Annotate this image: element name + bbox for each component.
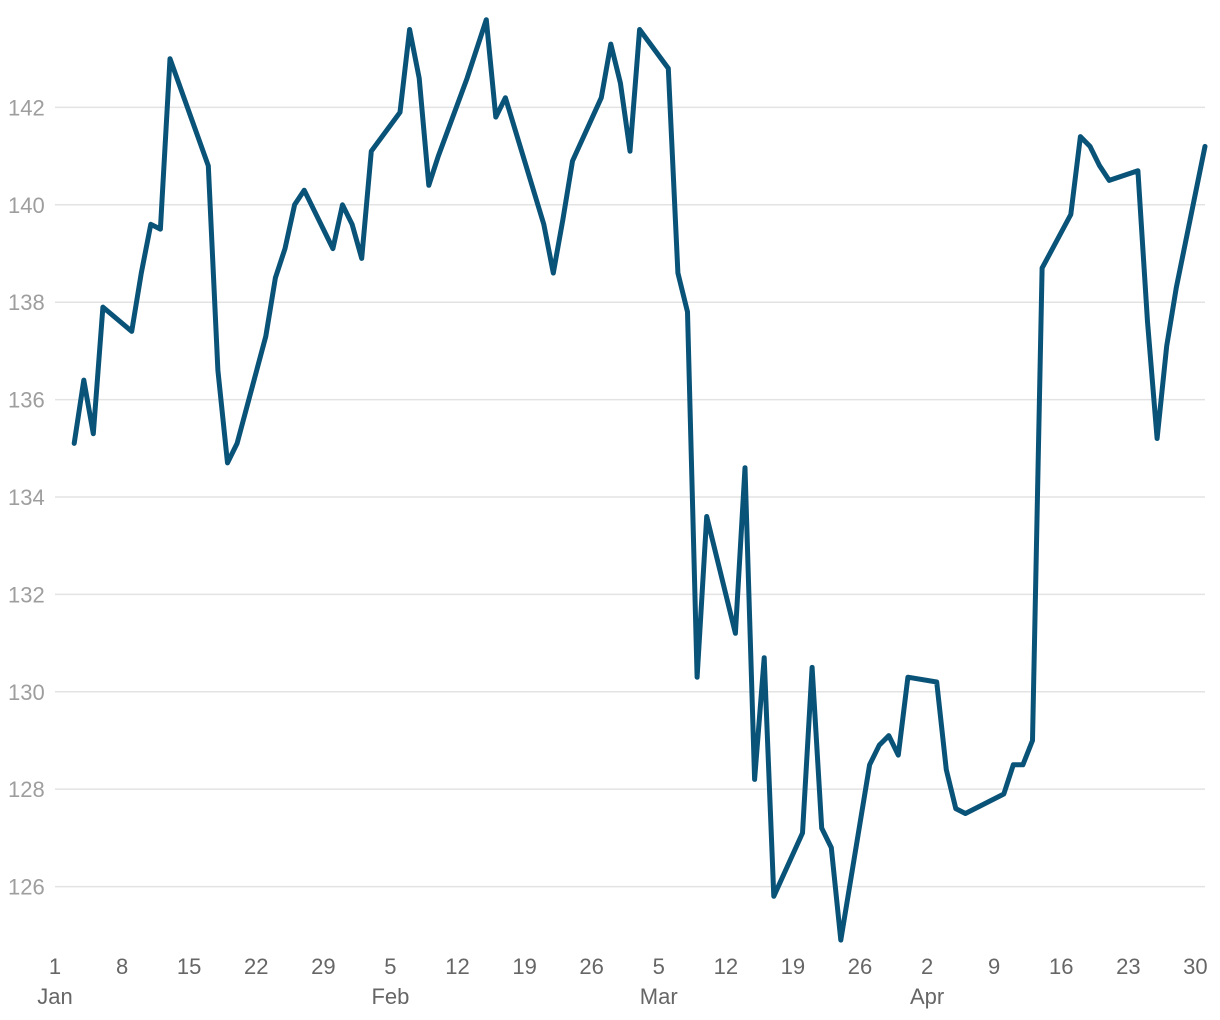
x-tick-label: 30 (1183, 954, 1207, 979)
x-tick-label: 19 (781, 954, 805, 979)
x-tick-label: 5 (384, 954, 396, 979)
series-layer (71, 17, 1208, 943)
x-axis-ticks: 1 Jan 8 15 22 29 5 Feb 12 19 26 5 Mar 12 19 26 2 Apr 9 16 23… (37, 954, 1207, 1009)
x-tick-label: 12 (714, 954, 738, 979)
x-tick-label: 19 (512, 954, 536, 979)
x-tick-label: 9 (988, 954, 1000, 979)
y-tick-label: 138 (8, 290, 45, 315)
x-tick-label: 12 (445, 954, 469, 979)
x-tick-label: 5 (653, 954, 665, 979)
y-tick-label: 140 (8, 193, 45, 218)
x-tick-label: 22 (244, 954, 268, 979)
y-tick-label: 142 (8, 95, 45, 120)
series-line (71, 17, 1208, 943)
x-tick-label: 16 (1049, 954, 1073, 979)
y-tick-label: 130 (8, 680, 45, 705)
y-axis-ticks: 126 128 130 132 134 136 138 140 142 (8, 95, 45, 899)
x-tick-label: 23 (1116, 954, 1140, 979)
y-tick-label: 128 (8, 777, 45, 802)
gridlines (55, 106, 1205, 888)
y-tick-label: 126 (8, 875, 45, 900)
x-tick-label: 29 (311, 954, 335, 979)
x-month-label: Mar (640, 984, 678, 1009)
y-tick-label: 132 (8, 582, 45, 607)
y-tick-label: 134 (8, 485, 45, 510)
x-month-label: Jan (37, 984, 72, 1009)
x-month-label: Apr (910, 984, 944, 1009)
x-tick-label: 26 (848, 954, 872, 979)
y-tick-label: 136 (8, 388, 45, 413)
x-tick-label: 8 (116, 954, 128, 979)
x-tick-label: 2 (921, 954, 933, 979)
x-tick-label: 1 (49, 954, 61, 979)
x-month-label: Feb (371, 984, 409, 1009)
x-tick-label: 26 (579, 954, 603, 979)
x-tick-label: 15 (177, 954, 201, 979)
